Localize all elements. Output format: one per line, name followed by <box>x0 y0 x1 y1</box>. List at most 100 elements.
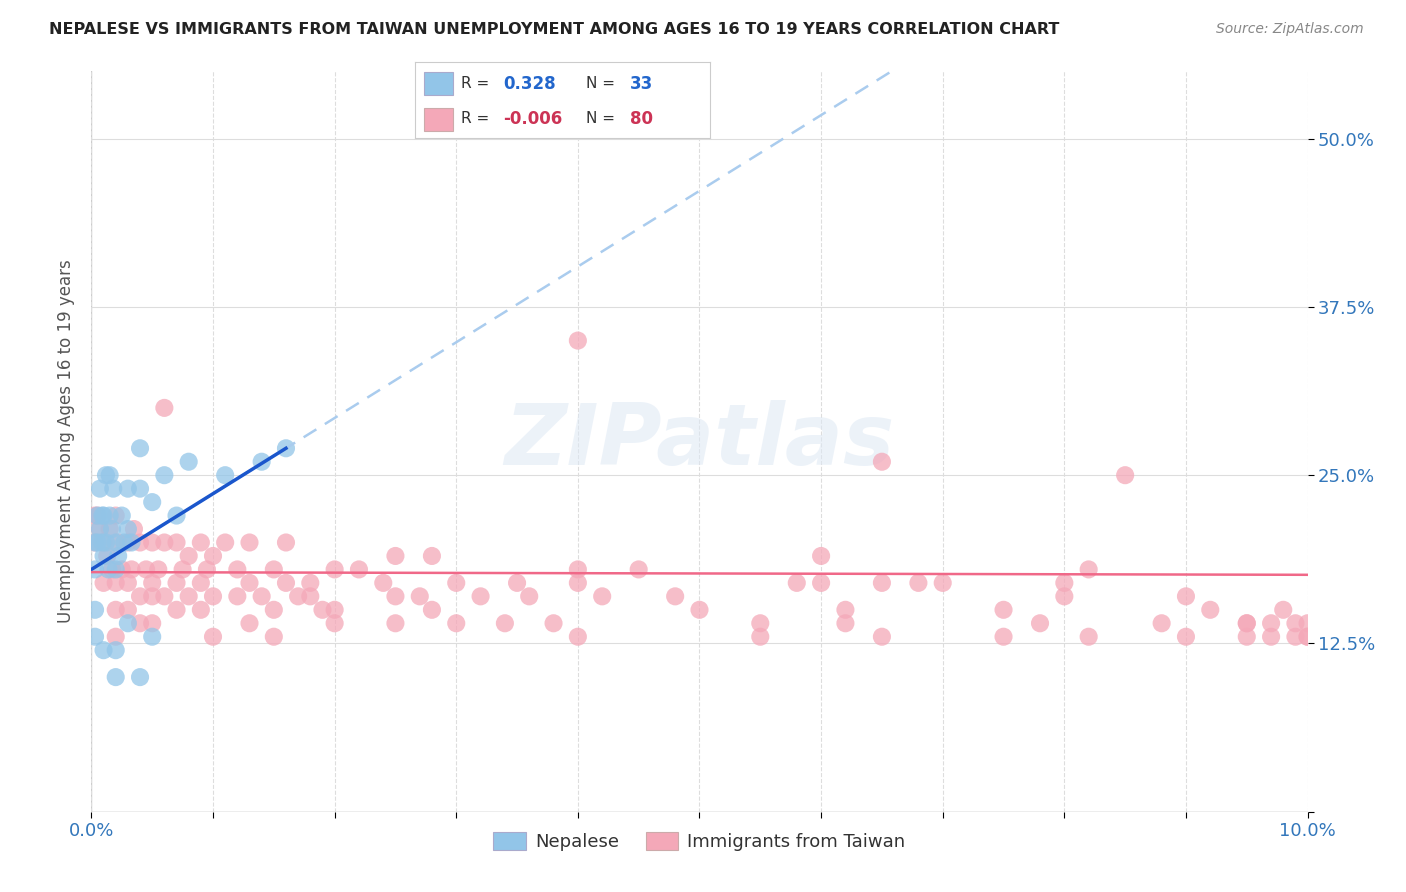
Point <box>98 468 121 483</box>
Point <box>141 590 163 604</box>
Text: 0.328: 0.328 <box>503 75 555 93</box>
Point <box>98 508 121 523</box>
Point <box>1053 590 1076 604</box>
Point <box>104 603 127 617</box>
Point <box>263 603 285 617</box>
Point <box>135 562 157 576</box>
Point <box>94 468 117 483</box>
Point <box>86 535 108 549</box>
Point <box>214 535 236 549</box>
FancyBboxPatch shape <box>423 108 453 130</box>
Point <box>97 562 120 576</box>
Point <box>129 535 152 549</box>
Point <box>93 575 115 590</box>
Point <box>567 334 589 348</box>
Point <box>103 482 125 496</box>
Point <box>323 562 346 576</box>
Point <box>238 535 260 549</box>
Point <box>1053 575 1076 590</box>
Point <box>664 590 686 604</box>
Point <box>226 562 249 576</box>
Point <box>384 590 406 604</box>
Point <box>117 603 139 617</box>
Text: R =: R = <box>461 76 489 91</box>
Point <box>129 482 152 496</box>
Point <box>311 603 333 617</box>
Point <box>238 575 260 590</box>
Point <box>86 508 108 523</box>
Point <box>1284 630 1306 644</box>
Point <box>870 455 893 469</box>
Point <box>567 575 589 590</box>
Point <box>810 575 832 590</box>
Point <box>1150 616 1173 631</box>
Text: N =: N = <box>586 76 614 91</box>
Point <box>91 508 114 523</box>
Point <box>121 535 143 549</box>
Point <box>129 616 152 631</box>
Point <box>93 643 115 657</box>
Point <box>323 616 346 631</box>
Point <box>166 535 188 549</box>
Point <box>567 630 589 644</box>
Point <box>153 468 176 483</box>
Point <box>141 535 163 549</box>
Point <box>274 442 297 456</box>
Point <box>141 495 163 509</box>
Point <box>117 616 139 631</box>
Point <box>688 603 710 617</box>
Text: R =: R = <box>461 111 489 126</box>
Point <box>274 575 297 590</box>
Text: ZIPatlas: ZIPatlas <box>505 400 894 483</box>
Point <box>263 562 285 576</box>
Point <box>93 549 115 563</box>
Point <box>129 590 152 604</box>
Point <box>190 535 212 549</box>
Point <box>263 630 285 644</box>
Point <box>1114 468 1136 483</box>
Point <box>1199 603 1222 617</box>
Point <box>195 562 218 576</box>
Point <box>1296 616 1319 631</box>
Point <box>810 549 832 563</box>
Point <box>86 508 108 523</box>
Point <box>384 616 406 631</box>
Point <box>250 590 273 604</box>
Point <box>409 590 432 604</box>
Point <box>121 562 143 576</box>
Point <box>931 575 953 590</box>
Point <box>749 630 772 644</box>
Point <box>117 522 139 536</box>
Point <box>129 670 152 684</box>
Point <box>517 590 540 604</box>
Point <box>287 590 309 604</box>
Point <box>567 562 589 576</box>
Point <box>129 442 152 456</box>
Point <box>141 616 163 631</box>
Point <box>141 575 163 590</box>
Point <box>104 670 127 684</box>
Point <box>84 535 107 549</box>
Point <box>84 535 107 549</box>
Point <box>172 562 194 576</box>
Point <box>117 535 139 549</box>
Point <box>166 508 188 523</box>
Point <box>870 630 893 644</box>
Point <box>226 590 249 604</box>
Point <box>250 455 273 469</box>
Point <box>299 575 322 590</box>
Point <box>834 616 856 631</box>
Point <box>177 455 200 469</box>
Point <box>101 562 124 576</box>
Text: Source: ZipAtlas.com: Source: ZipAtlas.com <box>1216 22 1364 37</box>
Point <box>627 562 650 576</box>
Point <box>107 549 129 563</box>
Point <box>1077 562 1099 576</box>
Point <box>870 575 893 590</box>
Point <box>202 630 225 644</box>
Point <box>153 590 176 604</box>
Text: 80: 80 <box>630 110 654 128</box>
Point <box>84 603 107 617</box>
Point <box>111 562 134 576</box>
Point <box>104 575 127 590</box>
